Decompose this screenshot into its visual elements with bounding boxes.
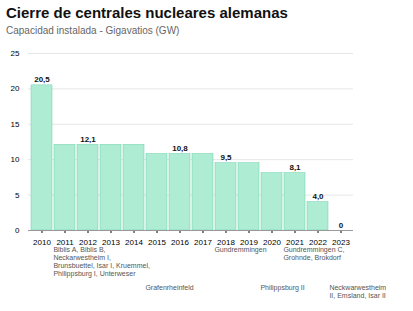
- svg-text:9,5: 9,5: [220, 153, 232, 162]
- html-text:Capacidad instalada - Gigavati: Capacidad instalada - Gigavatios (GW): [6, 25, 180, 36]
- svg-text:20,5: 20,5: [34, 75, 50, 84]
- svg-text:Gundremmingen C,Grohnde, Brokd: Gundremmingen C,Grohnde, Brokdorf: [283, 246, 344, 261]
- svg-text:2018: 2018: [217, 238, 235, 248]
- svg-text:4,0: 4,0: [312, 192, 324, 201]
- svg-text:8,1: 8,1: [289, 163, 301, 172]
- svg-text:10,8: 10,8: [172, 144, 188, 153]
- svg-text:2014: 2014: [125, 238, 143, 247]
- svg-text:5: 5: [15, 191, 20, 200]
- svg-text:2022: 2022: [309, 238, 327, 248]
- svg-text:0: 0: [339, 221, 344, 230]
- svg-text:2010: 2010: [33, 238, 51, 247]
- svg-text:Philippsburg II: Philippsburg II: [260, 284, 304, 292]
- svg-text:10: 10: [11, 155, 20, 164]
- html-text:Cierre de centrales nucleares: Cierre de centrales nucleares alemanas: [6, 4, 288, 21]
- svg-text:2017: 2017: [194, 238, 212, 247]
- svg-text:2013: 2013: [102, 238, 120, 248]
- svg-text:15: 15: [11, 120, 20, 129]
- svg-text:25: 25: [11, 49, 20, 58]
- svg-text:NeckwarwestheimII, Emsland, Is: NeckwarwestheimII, Emsland, Isar II: [329, 284, 386, 299]
- svg-text:2016: 2016: [171, 238, 189, 247]
- svg-text:2012: 2012: [79, 238, 97, 248]
- svg-text:2019: 2019: [240, 238, 258, 248]
- svg-text:20: 20: [11, 84, 20, 93]
- svg-text:12,1: 12,1: [80, 135, 96, 144]
- svg-text:2023: 2023: [332, 238, 350, 248]
- svg-text:0: 0: [15, 226, 20, 235]
- svg-text:Grafenrheinfeld: Grafenrheinfeld: [145, 284, 193, 291]
- svg-text:2011: 2011: [56, 238, 74, 248]
- svg-text:Biblis A, Biblis B,Neckarwesth: Biblis A, Biblis B,Neckarwestheim I,Brun…: [53, 246, 150, 278]
- svg-text:Gundremmingen: Gundremmingen: [214, 246, 266, 254]
- svg-text:2021: 2021: [286, 238, 304, 248]
- svg-text:2015: 2015: [148, 238, 166, 247]
- svg-text:2020: 2020: [263, 238, 281, 248]
